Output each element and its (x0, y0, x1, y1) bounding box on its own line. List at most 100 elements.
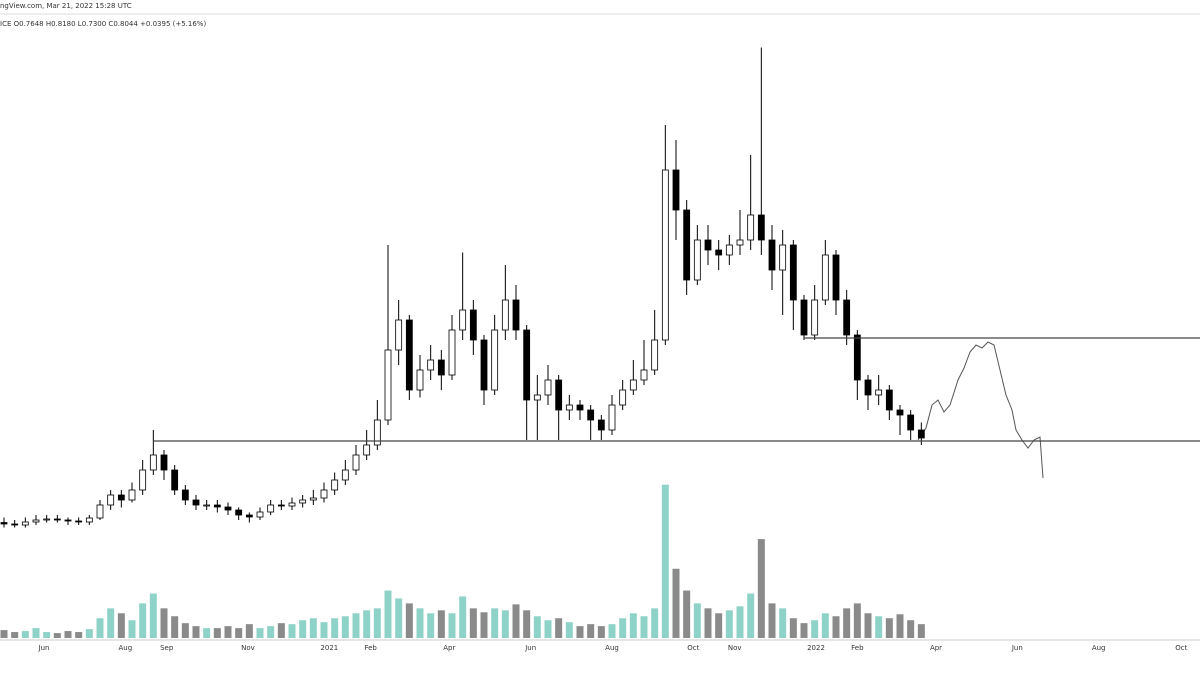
candle-body (331, 479, 339, 491)
candle-body (235, 509, 243, 516)
candle-body (341, 469, 349, 481)
volume-bar (149, 593, 157, 638)
candle-body (384, 349, 392, 421)
volume-bar (715, 613, 723, 638)
x-tick-label: Jun (38, 644, 50, 652)
candle-body (437, 359, 445, 376)
volume-bar (395, 598, 403, 638)
volume-bar (43, 632, 51, 638)
x-tick-label: Feb (364, 644, 377, 652)
volume-bar (544, 620, 552, 638)
volume-bar (629, 613, 637, 638)
volume-bar (139, 603, 147, 638)
header-ohlc: ICE O0.7648 H0.8180 L0.7300 C0.8044 +0.0… (0, 20, 206, 28)
candle-body (917, 429, 925, 439)
candle-body (555, 379, 563, 411)
candle-body (704, 239, 712, 251)
candle-body (747, 214, 755, 241)
candle-body (224, 506, 232, 511)
volume-bar (693, 603, 701, 638)
candle-body (85, 517, 93, 523)
volume-bar (160, 608, 168, 638)
volume-bar (491, 608, 499, 638)
candle-body (395, 319, 403, 351)
candle-body (469, 309, 477, 341)
x-tick-label: Apr (443, 644, 455, 652)
volume-bar (96, 618, 104, 638)
x-tick-label: 2021 (320, 644, 338, 652)
volume-bar (661, 484, 669, 638)
volume-bar (288, 624, 296, 638)
volume-bar (53, 633, 61, 638)
candle-body (864, 379, 872, 396)
volume-bar (821, 613, 829, 638)
volume-bar (469, 608, 477, 638)
volume-bar (896, 614, 904, 638)
candle-body (725, 244, 733, 256)
volume-bar (171, 616, 179, 638)
volume-bar (640, 616, 648, 638)
volume-bar (800, 623, 808, 638)
candle-body (672, 169, 680, 211)
candle-body (907, 414, 915, 431)
x-tick-label: Oct (1175, 644, 1187, 652)
candle-body (203, 504, 211, 507)
volume-bar (0, 630, 8, 638)
volume-bar (331, 618, 339, 638)
volume-bar (651, 608, 659, 638)
candle-body (779, 244, 787, 271)
volume-bar (192, 626, 200, 638)
candle-body (352, 454, 360, 471)
candle-body (299, 499, 307, 504)
candle-body (512, 299, 520, 331)
candle-body (693, 239, 701, 281)
volume-bar (843, 608, 851, 638)
volume-bar (768, 603, 776, 638)
volume-bar (779, 608, 787, 638)
volume-bar (864, 613, 872, 638)
volume-bar (533, 616, 541, 638)
volume-bar (917, 624, 925, 638)
x-tick-label: Jun (1011, 644, 1023, 652)
candle-body (405, 319, 413, 391)
candle-body (416, 369, 424, 391)
x-tick-label: Jun (524, 644, 536, 652)
x-tick-label: Apr (930, 644, 942, 652)
x-tick-label: Aug (118, 644, 132, 652)
candle-body (533, 394, 541, 401)
candle-body (459, 309, 467, 331)
candle-body (107, 494, 115, 506)
candle-body (320, 489, 328, 499)
volume-bar (672, 568, 680, 638)
x-tick-label: Feb (851, 644, 864, 652)
candle-body (448, 329, 456, 376)
candle-body (501, 299, 509, 331)
volume-bar (128, 620, 136, 638)
volume-bar (597, 626, 605, 638)
candle-body (736, 239, 744, 246)
candle-body (587, 409, 595, 421)
volume-bar (352, 613, 360, 638)
volume-bar (555, 618, 563, 638)
candle-body (629, 379, 637, 391)
candle-body (21, 521, 29, 526)
volume-bar (811, 620, 819, 638)
volume-bar (245, 624, 253, 638)
volume-bar (725, 610, 733, 638)
volume-bar (832, 616, 840, 638)
volume-bar (235, 628, 243, 638)
volume-bar (480, 612, 488, 638)
volume-bar (789, 618, 797, 638)
candle-body (597, 419, 605, 431)
candle-body (0, 522, 8, 525)
candle-body (171, 469, 179, 491)
x-tick-label: Aug (605, 644, 619, 652)
candle-body (875, 389, 883, 396)
candle-body (32, 519, 40, 523)
volume-bar (405, 603, 413, 638)
candle-body (245, 514, 253, 518)
candle-body (640, 369, 648, 381)
candle-body (11, 523, 19, 526)
